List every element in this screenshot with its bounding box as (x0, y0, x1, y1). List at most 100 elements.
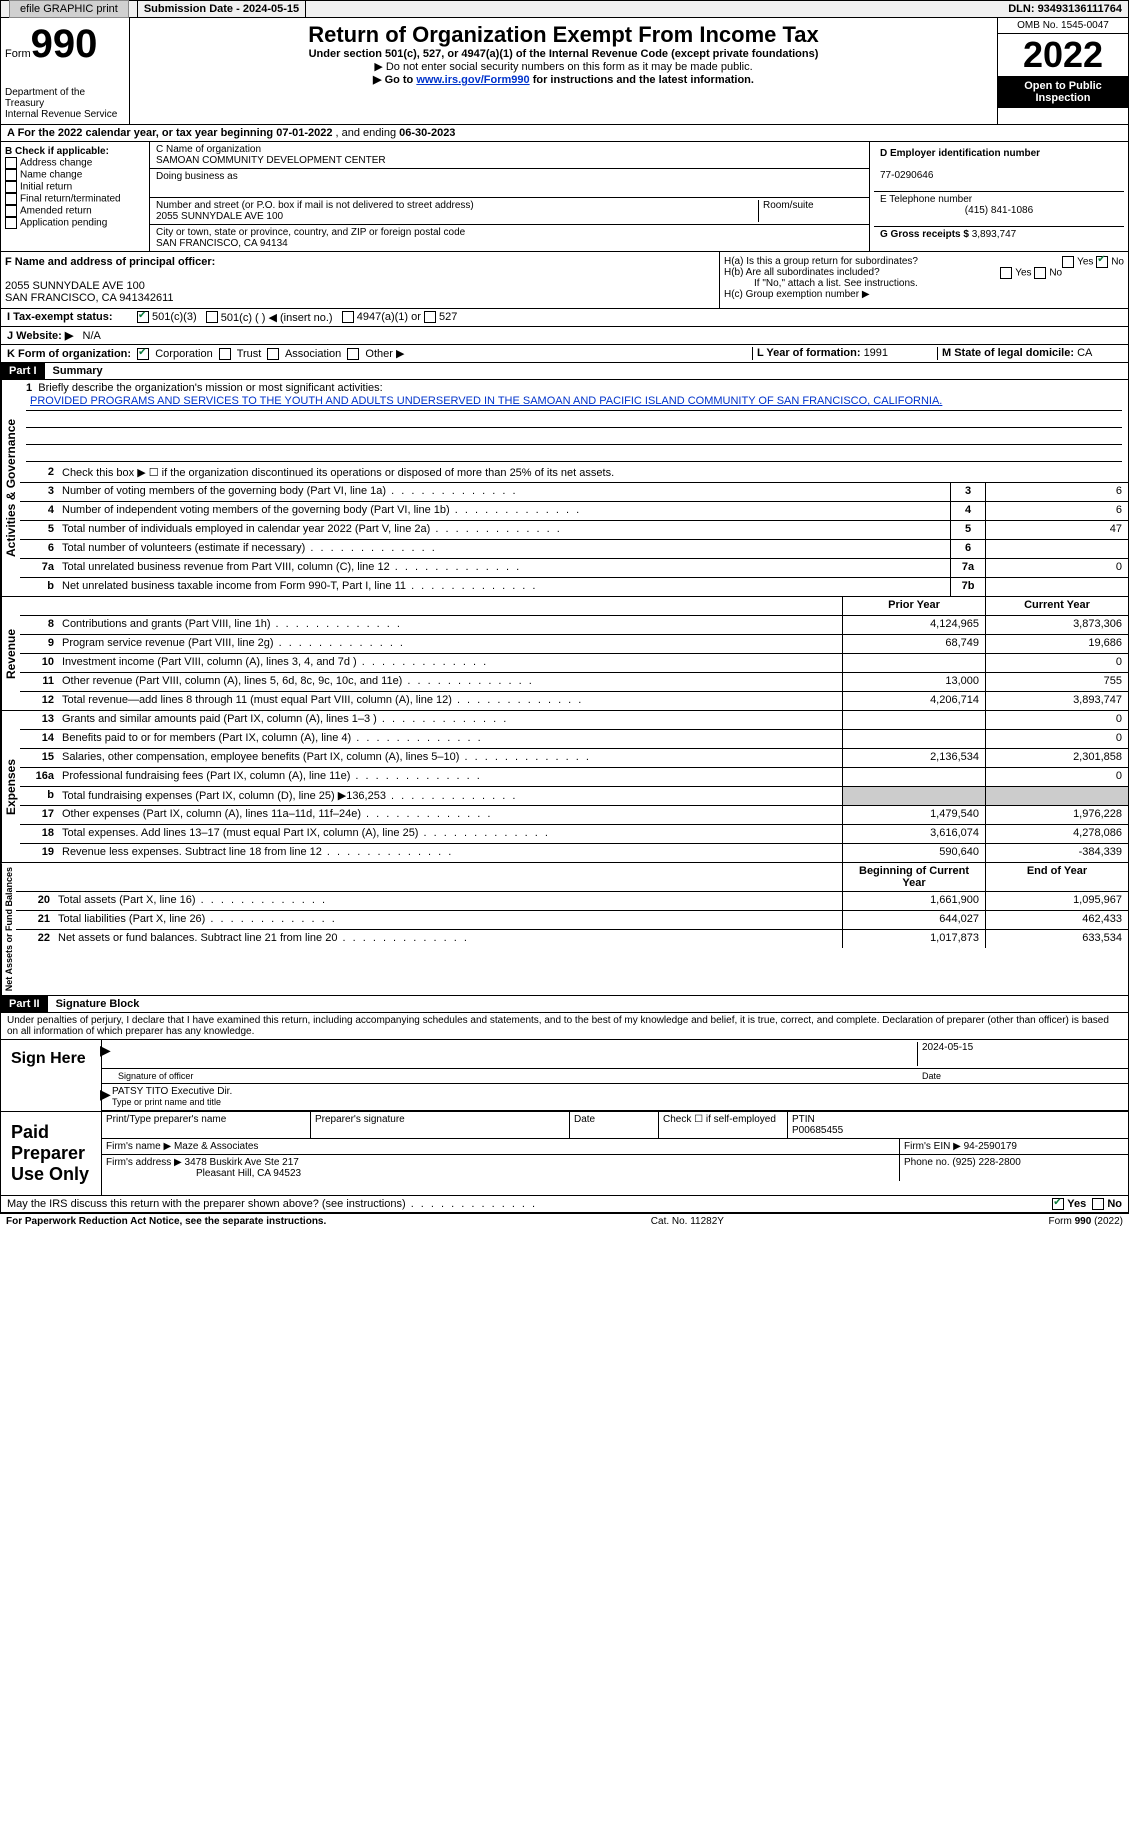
summary-row: 15Salaries, other compensation, employee… (20, 749, 1128, 768)
line-a-mid: , and ending (332, 127, 399, 139)
527-label: 527 (439, 311, 457, 324)
firm-addr-label: Firm's address ▶ (106, 1157, 185, 1168)
officer-addr2: SAN FRANCISCO, CA 941342611 (5, 292, 174, 304)
501c-checkbox[interactable] (206, 311, 218, 323)
prep-name-header: Print/Type preparer's name (102, 1112, 311, 1138)
4947-checkbox[interactable] (342, 311, 354, 323)
addr-change-checkbox[interactable] (5, 157, 17, 169)
summary-row: 18Total expenses. Add lines 13–17 (must … (20, 825, 1128, 844)
hc-label: H(c) Group exemption number ▶ (724, 289, 1124, 300)
discuss-no-checkbox[interactable] (1092, 1198, 1104, 1210)
phone-label: E Telephone number (880, 194, 972, 205)
527-checkbox[interactable] (424, 311, 436, 323)
summary-row: 16aProfessional fundraising fees (Part I… (20, 768, 1128, 787)
hb-label: H(b) Are all subordinates included? (724, 267, 880, 278)
summary-row: 8Contributions and grants (Part VIII, li… (20, 616, 1128, 635)
ha-yes-checkbox[interactable] (1062, 256, 1074, 268)
current-year-header: Current Year (985, 597, 1128, 615)
efile-print-button[interactable]: efile GRAPHIC print (9, 0, 129, 18)
firm-name-label: Firm's name ▶ (106, 1141, 174, 1152)
net-assets-section: Net Assets or Fund Balances Beginning of… (0, 863, 1129, 996)
officer-name: PATSY TITO Executive Dir. (112, 1086, 232, 1097)
revenue-section: Revenue Prior YearCurrent Year 8Contribu… (0, 597, 1129, 711)
firm-name: Maze & Associates (174, 1141, 258, 1152)
part2-badge: Part II (1, 996, 48, 1012)
name-change-checkbox[interactable] (5, 169, 17, 181)
trust-label: Trust (237, 348, 262, 360)
paid-prep-label: Paid Preparer Use Only (1, 1112, 102, 1195)
state-domicile: CA (1077, 347, 1092, 359)
vlabel-activities: Activities & Governance (1, 380, 20, 596)
column-d: D Employer identification number 77-0290… (869, 142, 1128, 251)
ptin-label: PTIN (792, 1114, 815, 1125)
part1-title: Summary (45, 363, 111, 379)
tax-status-label: I Tax-exempt status: (7, 311, 137, 324)
ha-no-checkbox[interactable] (1096, 256, 1108, 268)
line-j: J Website: ▶ N/A (0, 327, 1129, 345)
other-label: Other ▶ (365, 348, 404, 360)
sig-officer-label: Signature of officer (108, 1071, 918, 1081)
mission-text: PROVIDED PROGRAMS AND SERVICES TO THE YO… (26, 394, 1122, 411)
sig-date-label: Date (918, 1071, 1122, 1081)
city-value: SAN FRANCISCO, CA 94134 (156, 238, 288, 249)
other-checkbox[interactable] (347, 348, 359, 360)
prep-date-header: Date (570, 1112, 659, 1138)
dept-treasury: Department of the Treasury (5, 87, 125, 109)
discuss-yes-checkbox[interactable] (1052, 1198, 1064, 1210)
section-bcd: B Check if applicable: Address change Na… (0, 142, 1129, 252)
irs-link[interactable]: www.irs.gov/Form990 (416, 74, 529, 86)
501c3-checkbox[interactable] (137, 311, 149, 323)
assoc-checkbox[interactable] (267, 348, 279, 360)
footer-mid: Cat. No. 11282Y (651, 1216, 724, 1227)
line-a-pre: A For the 2022 calendar year, or tax yea… (7, 127, 276, 139)
app-pending-checkbox[interactable] (5, 217, 17, 229)
firm-phone-label: Phone no. (904, 1157, 952, 1168)
discuss-question: May the IRS discuss this return with the… (7, 1198, 406, 1210)
form-header: Form990 Department of the Treasury Inter… (0, 18, 1129, 125)
org-name: SAMOAN COMMUNITY DEVELOPMENT CENTER (156, 155, 386, 166)
assoc-label: Association (285, 348, 341, 360)
trust-checkbox[interactable] (219, 348, 231, 360)
submission-date: 2024-05-15 (243, 3, 299, 15)
firm-addr1: 3478 Buskirk Ave Ste 217 (185, 1157, 299, 1168)
amended-checkbox[interactable] (5, 205, 17, 217)
final-return-checkbox[interactable] (5, 193, 17, 205)
col-b-header: B Check if applicable: (5, 146, 145, 157)
section-fh: F Name and address of principal officer:… (0, 252, 1129, 309)
city-label: City or town, state or province, country… (156, 227, 465, 238)
no-label: No (1107, 1198, 1122, 1210)
room-label: Room/suite (758, 200, 863, 222)
4947-label: 4947(a)(1) or (357, 311, 421, 324)
prep-sig-header: Preparer's signature (311, 1112, 570, 1138)
gross-value: 3,893,747 (972, 229, 1017, 240)
begin-year-header: Beginning of Current Year (842, 863, 985, 891)
part1-badge: Part I (1, 363, 45, 379)
firm-ein: 94-2590179 (964, 1141, 1017, 1152)
org-name-label: C Name of organization (156, 144, 261, 155)
column-c: C Name of organization SAMOAN COMMUNITY … (150, 142, 869, 251)
name-change-label: Name change (20, 170, 82, 181)
officer-label: F Name and address of principal officer: (5, 256, 215, 268)
year-formation: 1991 (864, 347, 888, 359)
page-footer: For Paperwork Reduction Act Notice, see … (0, 1213, 1129, 1229)
vlabel-expenses: Expenses (1, 711, 20, 862)
corp-checkbox[interactable] (137, 348, 149, 360)
officer-addr1: 2055 SUNNYDALE AVE 100 (5, 280, 145, 292)
column-b: B Check if applicable: Address change Na… (1, 142, 150, 251)
app-pending-label: Application pending (20, 218, 107, 229)
end-year-header: End of Year (985, 863, 1128, 891)
note2-post: for instructions and the latest informat… (530, 74, 754, 86)
yes-label: Yes (1067, 1198, 1086, 1210)
irs-label: Internal Revenue Service (5, 109, 125, 120)
hb-yes-checkbox[interactable] (1000, 267, 1012, 279)
dba-label: Doing business as (156, 171, 238, 182)
dln-label: DLN: (1008, 3, 1037, 15)
penalty-text: Under penalties of perjury, I declare th… (0, 1013, 1129, 1040)
hb-no-checkbox[interactable] (1034, 267, 1046, 279)
corp-label: Corporation (155, 348, 212, 360)
state-domicile-label: M State of legal domicile: (942, 347, 1077, 359)
initial-return-checkbox[interactable] (5, 181, 17, 193)
form-word: Form (5, 48, 31, 60)
summary-row: 21Total liabilities (Part X, line 26)644… (16, 911, 1128, 930)
open-public-badge: Open to Public Inspection (998, 76, 1128, 108)
